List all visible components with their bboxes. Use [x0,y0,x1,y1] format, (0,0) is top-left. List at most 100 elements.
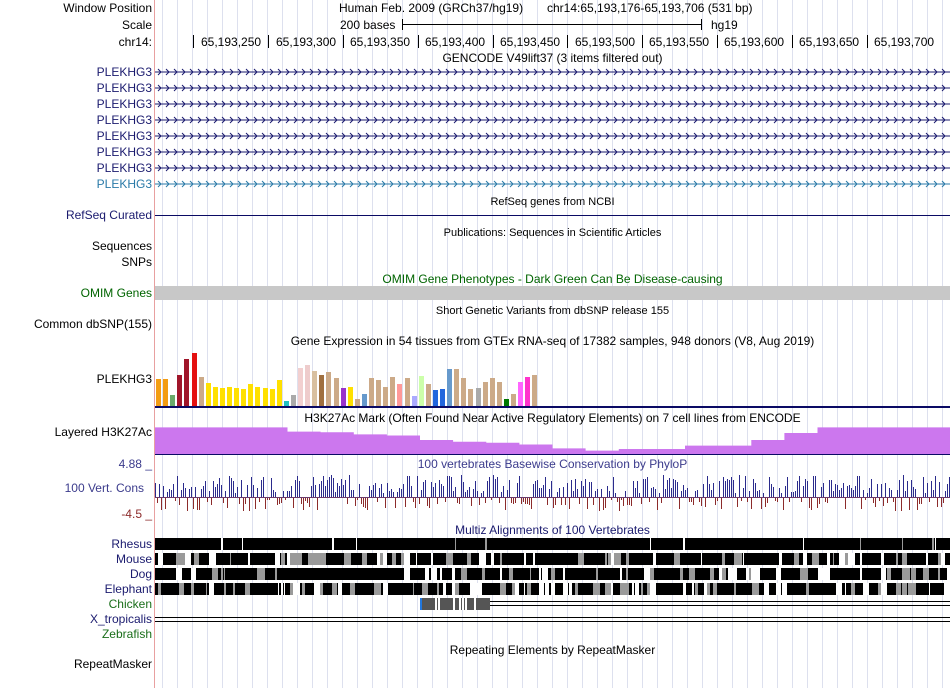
label-refseq-curated[interactable]: RefSeq Curated [65,208,152,222]
gtex-tissue-bar[interactable] [319,375,324,406]
gtex-tissue-bar[interactable] [532,375,537,406]
gtex-tissue-bar[interactable] [490,378,495,406]
gtex-tissue-bar[interactable] [305,365,310,406]
gtex-tissue-bar[interactable] [383,387,388,406]
gencode-transcript[interactable] [155,132,950,140]
label-gencode-gene-8[interactable]: PLEKHG3 [96,177,152,191]
label-gencode-gene-2[interactable]: PLEKHG3 [96,81,152,95]
gtex-tissue-bar[interactable] [220,388,225,406]
gtex-tissue-bar[interactable] [369,378,374,406]
gtex-tissue-bar[interactable] [326,372,331,406]
gtex-tissue-bar[interactable] [419,376,424,406]
label-gencode-gene-4[interactable]: PLEKHG3 [96,113,152,127]
gtex-tissue-bar[interactable] [199,377,204,406]
gtex-tissue-bar[interactable] [525,377,530,406]
browser-image[interactable]: Human Feb. 2009 (GRCh37/hg19) chr14:65,1… [155,0,950,688]
label-species-dog[interactable]: Dog [129,567,152,581]
gtex-tissue-bar[interactable] [433,390,438,406]
cons-value-bar [843,483,844,497]
gtex-tissue-bar[interactable] [376,380,381,406]
gtex-tissue-bar[interactable] [291,395,296,406]
gtex-tissue-bar[interactable] [227,387,232,406]
label-gencode-gene-6[interactable]: PLEKHG3 [96,145,152,159]
gencode-transcript[interactable] [155,180,950,188]
label-gtex-gene[interactable]: PLEKHG3 [96,372,152,386]
gtex-tissue-bar[interactable] [177,375,182,406]
gtex-tissue-bar[interactable] [312,371,317,406]
label-gencode-gene-7[interactable]: PLEKHG3 [96,161,152,175]
gtex-tissue-bar[interactable] [241,389,246,406]
gtex-tissue-bar[interactable] [263,388,268,406]
alignment-gap [860,538,861,550]
gencode-transcript[interactable] [155,84,950,92]
label-omim-genes[interactable]: OMIM Genes [80,286,152,300]
gtex-tissue-bar[interactable] [156,379,161,406]
label-gencode-gene-5[interactable]: PLEKHG3 [96,129,152,143]
gtex-tissue-bar[interactable] [334,378,339,406]
gtex-tissue-bar[interactable] [476,388,481,406]
alignment-gap [605,553,607,565]
label-species-rhesus[interactable]: Rhesus [111,537,152,551]
label-100-vert-cons[interactable]: 100 Vert. Cons [64,481,144,495]
gtex-tissue-bar[interactable] [277,380,282,406]
gtex-tissue-bar[interactable] [163,379,168,406]
label-species-mouse[interactable]: Mouse [115,552,152,566]
cons-value-bar [393,492,394,497]
gtex-tissue-bar[interactable] [426,384,431,406]
gtex-tissue-bar[interactable] [362,394,367,406]
chicken-alignment-block[interactable] [420,598,490,610]
cons-value-bar [209,491,210,497]
gtex-tissue-bar[interactable] [497,382,502,406]
gtex-tissue-bar[interactable] [447,369,452,406]
gtex-tissue-bar[interactable] [511,394,516,406]
refseq-gene-line[interactable] [155,215,950,216]
gtex-tissue-bar[interactable] [206,383,211,406]
label-snps[interactable]: SNPs [121,255,152,269]
gtex-tissue-bar[interactable] [397,384,402,406]
gtex-tissue-bar[interactable] [255,387,260,406]
cons-value-bar [805,479,806,497]
gencode-transcript[interactable] [155,100,950,108]
alignment-block[interactable] [155,553,950,565]
omim-gene-bar[interactable] [155,286,950,300]
gencode-transcript[interactable] [155,164,950,172]
label-gencode-gene-3[interactable]: PLEKHG3 [96,97,152,111]
gtex-tissue-bar[interactable] [405,378,410,406]
gtex-tissue-bar[interactable] [348,387,353,406]
gtex-tissue-bar[interactable] [390,377,395,406]
gtex-tissue-bar[interactable] [341,388,346,406]
cons-value-bar [155,483,156,497]
gtex-tissue-bar[interactable] [270,389,275,406]
gtex-tissue-bar[interactable] [468,389,473,406]
gencode-transcript[interactable] [155,116,950,124]
label-gencode-gene-1[interactable]: PLEKHG3 [96,65,152,79]
label-sequences[interactable]: Sequences [91,239,152,253]
gtex-tissue-bar[interactable] [170,395,175,406]
label-species-zebrafish[interactable]: Zebrafish [101,627,152,641]
label-common-dbsnp[interactable]: Common dbSNP(155) [33,317,152,331]
gtex-tissue-bar[interactable] [298,368,303,406]
gtex-tissue-bar[interactable] [248,384,253,406]
gtex-tissue-bar[interactable] [504,399,509,406]
label-species-elephant[interactable]: Elephant [104,582,152,596]
gtex-tissue-bar[interactable] [184,359,189,406]
gencode-transcript[interactable] [155,68,950,76]
alignment-block[interactable] [155,538,950,550]
label-species-chicken[interactable]: Chicken [108,597,152,611]
gtex-tissue-bar[interactable] [518,382,523,406]
gtex-tissue-bar[interactable] [461,378,466,406]
label-layered-h3k27ac[interactable]: Layered H3K27Ac [54,425,152,439]
gtex-tissue-bar[interactable] [483,382,488,406]
label-species-xtropicalis[interactable]: X_tropicalis [89,612,152,626]
h3k27ac-signal[interactable] [155,424,950,454]
gencode-transcript[interactable] [155,148,950,156]
gtex-tissue-bar[interactable] [284,401,289,406]
gtex-tissue-bar[interactable] [192,353,197,406]
gtex-tissue-bar[interactable] [412,396,417,406]
gtex-tissue-bar[interactable] [440,389,445,406]
gtex-tissue-bar[interactable] [355,399,360,406]
gtex-tissue-bar[interactable] [234,388,239,406]
label-repeatmasker[interactable]: RepeatMasker [73,657,152,671]
gtex-tissue-bar[interactable] [213,387,218,406]
gtex-tissue-bar[interactable] [454,369,459,406]
